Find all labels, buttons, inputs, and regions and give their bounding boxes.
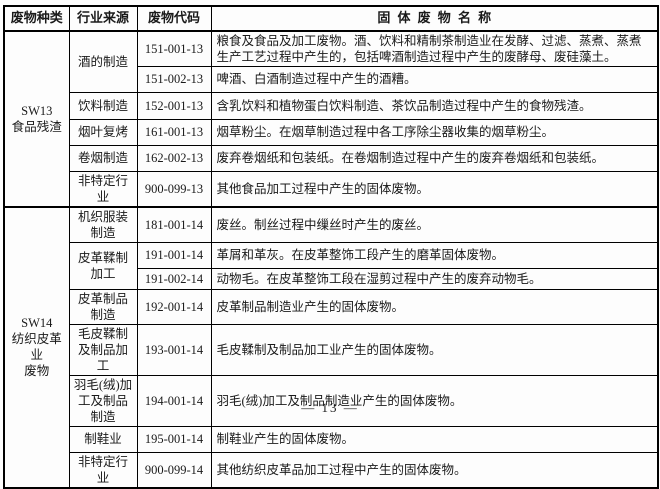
industry-cell: 非特定行业: [68, 170, 138, 208]
table-row: 皮革鞣制加工 191-001-14 革屑和革灰。在皮革整饰工段产生的磨革固体废物…: [4, 241, 659, 290]
category-name-label: 废物: [24, 364, 50, 379]
industry-cell: 非特定行业: [68, 451, 138, 489]
category-code-label: SW13: [21, 103, 53, 118]
code-cell: 191-001-14: [136, 241, 212, 269]
industry-cell: 饮料制造: [68, 91, 138, 120]
code-cell: 195-001-14: [136, 425, 212, 453]
name-cell: 制鞋业产生的固体废物。: [210, 425, 659, 453]
name-cell: 烟草粉尘。在烟草制造过程中各工序除尘器收集的烟草粉尘。: [210, 118, 659, 146]
name-cell: 其他食品加工过程中产生的固体废物。: [210, 170, 659, 208]
header-waste-code: 废物代码: [136, 5, 212, 32]
name-cell: 皮革制品制造业产生的固体废物。: [210, 288, 659, 325]
table-row: 烟叶复烤 161-001-13 烟草粉尘。在烟草制造过程中各工序除尘器收集的烟草…: [4, 118, 659, 146]
category-cell-sw14: SW14 纺织皮革业 废物: [3, 205, 70, 489]
table-row: 非特定行业 900-099-13 其他食品加工过程中产生的固体废物。: [4, 170, 659, 208]
industry-cell: 卷烟制造: [68, 144, 138, 172]
industry-cell: 皮革鞣制加工: [68, 241, 138, 290]
name-cell: 废弃卷烟纸和包装纸。在卷烟制造过程中产生的废弃卷烟纸和包装纸。: [210, 144, 659, 172]
name-cell: 革屑和革灰。在皮革整饰工段产生的磨革固体废物。: [210, 241, 659, 269]
industry-cell: 烟叶复烤: [68, 118, 138, 146]
table-row: SW14 纺织皮革业 废物 机织服装制造 181-001-14 废丝。制丝过程中…: [3, 205, 659, 489]
table-row: 卷烟制造 162-002-13 废弃卷烟纸和包装纸。在卷烟制造过程中产生的废弃卷…: [4, 144, 659, 172]
table-row: 毛皮鞣制及制品加工 193-001-14 毛皮鞣制及制品加工业产生的固体废物。: [4, 323, 659, 376]
code-cell: 152-001-13: [136, 91, 212, 120]
category-cell-sw13: SW13 食品残渣: [3, 30, 70, 208]
name-cell: 啤酒、白酒制造过程中产生的酒糟。: [210, 65, 659, 93]
table-row: SW13 食品残渣 酒的制造 151-001-13 粮食及食品及加工废物。酒、饮…: [3, 30, 659, 208]
solid-waste-classification-table: 废物种类 行业来源 废物代码 固体废物名称 SW13 食品残渣 酒的制造 151…: [3, 5, 659, 489]
industry-cell: 皮革制品制造: [68, 288, 138, 325]
code-cell: 181-001-14: [136, 205, 212, 243]
table-row: 151-002-13 啤酒、白酒制造过程中产生的酒糟。: [4, 65, 659, 93]
table-row: 皮革制品制造 192-001-14 皮革制品制造业产生的固体废物。: [4, 288, 659, 325]
header-solid-waste-name: 固体废物名称: [210, 5, 659, 32]
code-cell: 900-099-13: [136, 170, 212, 208]
industry-cell: 制鞋业: [68, 425, 138, 453]
header-waste-category: 废物种类: [3, 5, 70, 32]
code-cell: 151-002-13: [136, 65, 212, 93]
name-cell: 废丝。制丝过程中缫丝时产生的废丝。: [210, 205, 659, 243]
code-cell: 900-099-14: [136, 451, 212, 489]
name-cell: 动物毛。在皮革整饰工段在湿剪过程中产生的废弃动物毛。: [210, 267, 659, 290]
header-industry-source: 行业来源: [68, 5, 138, 32]
name-cell: 含乳饮料和植物蛋白饮料制造、茶饮品制造过程中产生的食物残渣。: [210, 91, 659, 120]
table-row: 非特定行业 900-099-14 其他纺织皮革品加工过程中产生的固体废物。: [4, 451, 659, 489]
document-page: 废物种类 行业来源 废物代码 固体废物名称 SW13 食品残渣 酒的制造 151…: [3, 5, 659, 489]
industry-cell: 毛皮鞣制及制品加工: [68, 323, 138, 376]
category-code-label: SW14: [21, 316, 53, 331]
name-cell: 毛皮鞣制及制品加工业产生的固体废物。: [210, 323, 659, 376]
code-cell: 162-002-13: [136, 144, 212, 172]
category-name-label: 食品残渣: [11, 119, 62, 134]
name-cell: 其他纺织皮革品加工过程中产生的固体废物。: [210, 451, 659, 489]
code-cell: 192-001-14: [136, 288, 212, 325]
table-header-row: 废物种类 行业来源 废物代码 固体废物名称: [3, 5, 659, 32]
code-cell: 191-002-14: [136, 267, 212, 290]
code-cell: 193-001-14: [136, 323, 212, 376]
table-row: 饮料制造 152-001-13 含乳饮料和植物蛋白饮料制造、茶饮品制造过程中产生…: [4, 91, 659, 120]
name-cell: 粮食及食品及加工废物。酒、饮料和精制茶制造业在发酵、过滤、蒸煮、蒸煮生产工艺过程…: [210, 30, 659, 67]
category-name-label: 纺织皮革业: [11, 332, 62, 363]
code-cell: 151-001-13: [136, 30, 212, 67]
code-cell: 161-001-13: [136, 118, 212, 146]
table-row: 制鞋业 195-001-14 制鞋业产生的固体废物。: [4, 425, 659, 453]
page-number: — 13 —: [301, 400, 359, 415]
industry-cell: 酒的制造: [68, 30, 138, 93]
industry-cell: 机织服装制造: [68, 205, 138, 243]
